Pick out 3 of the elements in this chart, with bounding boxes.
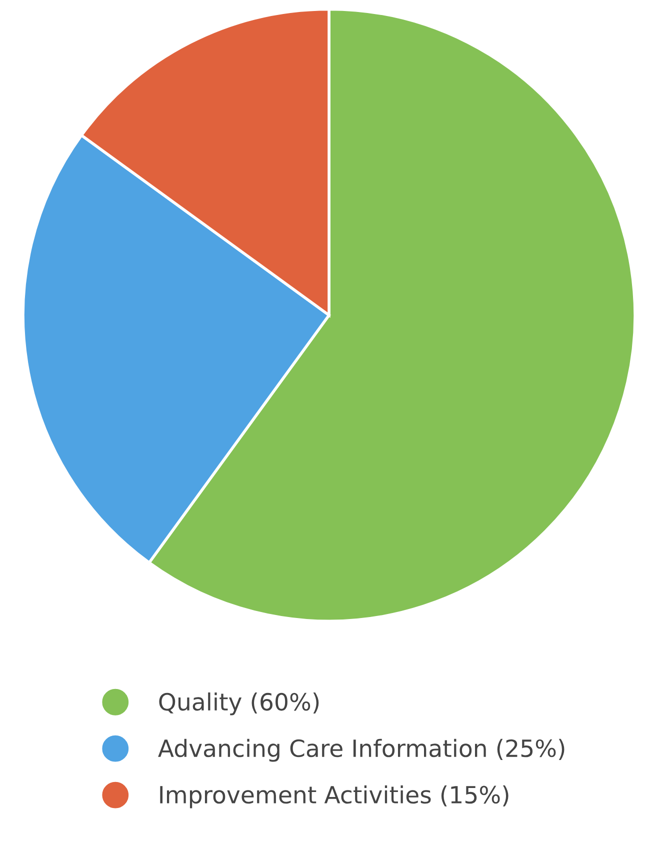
legend-label: Advancing Care Information (25%): [158, 738, 564, 762]
legend-label: Improvement Activities (15%): [160, 785, 508, 808]
legend-label: Quality (60%): [159, 692, 319, 716]
